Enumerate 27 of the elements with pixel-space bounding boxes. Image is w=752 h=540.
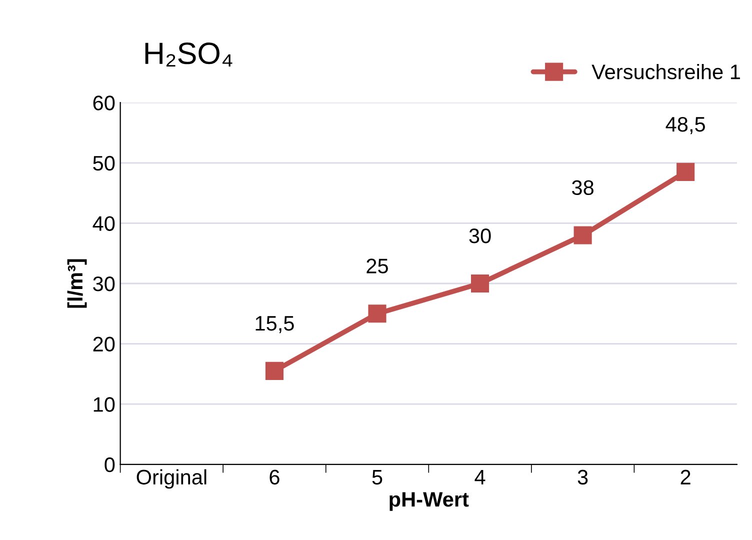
point (471, 274, 490, 293)
point (368, 304, 386, 323)
y-tick-label: 50 (93, 156, 115, 171)
x-axis-title: pH-Wert (390, 492, 469, 511)
x-tick-label: 3 (578, 470, 588, 485)
y-tick-label: 40 (92, 216, 115, 231)
x-tick-label: 5 (372, 470, 382, 485)
point (265, 362, 284, 380)
data-label: 38 (572, 180, 594, 196)
x-tick-label: 4 (474, 470, 486, 484)
x-tick-label: Original (136, 469, 206, 489)
data-label: 15,5 (256, 316, 294, 334)
data-label: 25 (366, 258, 388, 274)
y-tick-label: 20 (93, 336, 115, 352)
y-axis-title: [l/m³] (67, 259, 87, 308)
x-tick-label: 2 (680, 470, 690, 484)
y-tick-label: 60 (93, 96, 115, 110)
y-tick-label: 10 (94, 397, 115, 412)
y-tick-label: 0 (104, 457, 115, 472)
point (676, 162, 695, 181)
data-label: 30 (469, 228, 491, 244)
y-tick-label: 30 (93, 276, 115, 292)
legend-label: Versuchsreihe 1 (592, 64, 740, 80)
chart-title: H₂SO₄ (145, 42, 232, 66)
x-tick-label: 6 (270, 470, 280, 485)
point (574, 226, 592, 244)
data-label: 48,5 (666, 116, 705, 134)
